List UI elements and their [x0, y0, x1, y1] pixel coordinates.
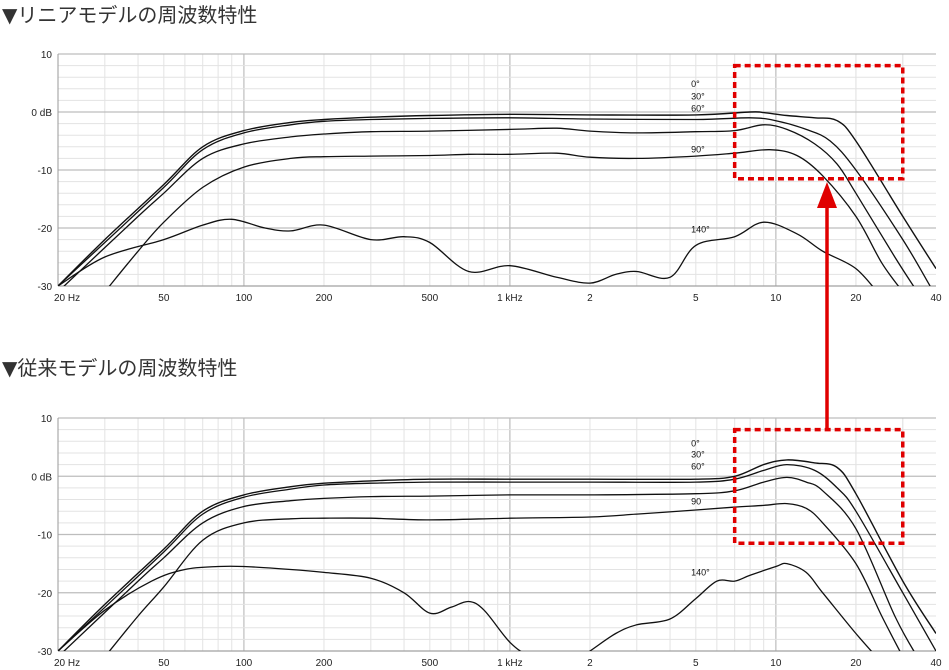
x-tick-label: 500	[421, 658, 438, 669]
x-tick-label: 100	[236, 658, 253, 669]
x-tick-label: 100	[236, 293, 253, 304]
series-label: 0°	[691, 79, 700, 89]
series-line-5	[58, 562, 873, 651]
series-line-1	[58, 459, 936, 651]
series-line-4	[108, 149, 900, 286]
series-label: 0°	[691, 439, 700, 449]
x-tick-label: 10	[770, 658, 782, 669]
series-label: 30°	[691, 450, 705, 460]
y-tick-label: 10	[41, 414, 53, 425]
series-line-4	[108, 502, 901, 651]
x-tick-label: 2	[587, 658, 593, 669]
x-tick-label: 200	[316, 658, 333, 669]
highlight-box	[732, 63, 905, 181]
y-tick-label: 0 dB	[31, 108, 52, 119]
bottom-chart-title: ▼従来モデルの周波数特性	[2, 356, 238, 380]
x-tick-label: 10	[770, 293, 782, 304]
top-chart-title: ▼リニアモデルの周波数特性	[2, 3, 258, 27]
series-line-1	[58, 111, 936, 286]
y-tick-label: 10	[41, 50, 53, 61]
x-tick-label: 40	[930, 293, 942, 304]
x-tick-label: 40	[930, 658, 942, 669]
x-tick-label: 20 Hz	[54, 293, 80, 304]
grid	[58, 53, 936, 287]
y-tick-label: 0 dB	[31, 472, 52, 483]
series-label: 140°	[691, 225, 710, 235]
y-tick-label: -20	[38, 224, 53, 235]
highlight-box	[732, 427, 905, 545]
y-tick-label: -10	[38, 166, 53, 177]
grid	[58, 417, 936, 652]
y-tick-label: -10	[38, 531, 53, 542]
series-label: 60°	[691, 461, 705, 471]
arrow-head	[817, 182, 837, 208]
y-tick-label: -20	[38, 589, 53, 600]
series-label: 90	[691, 496, 701, 506]
series-label: 90°	[691, 145, 705, 155]
series-line-2	[58, 117, 931, 286]
x-tick-label: 2	[587, 293, 593, 304]
series-line-3	[63, 476, 915, 651]
comparison-arrow	[817, 182, 837, 430]
x-tick-label: 500	[421, 293, 438, 304]
y-tick-label: -30	[38, 647, 53, 658]
x-tick-label: 1 kHz	[497, 658, 523, 669]
series-group	[58, 111, 936, 286]
series-label: 140°	[691, 567, 710, 577]
series-line-5	[58, 218, 874, 286]
series-group	[58, 459, 936, 651]
x-tick-label: 1 kHz	[497, 293, 523, 304]
y-tick-label: -30	[38, 282, 53, 293]
x-tick-label: 50	[158, 293, 170, 304]
x-tick-label: 5	[693, 658, 699, 669]
x-tick-label: 5	[693, 293, 699, 304]
series-label: 30°	[691, 91, 705, 101]
x-tick-label: 20	[850, 293, 862, 304]
series-line-2	[58, 463, 936, 651]
x-tick-label: 200	[316, 293, 333, 304]
x-tick-label: 20 Hz	[54, 658, 80, 669]
x-tick-label: 20	[850, 658, 862, 669]
series-label: 60°	[691, 104, 705, 114]
x-tick-label: 50	[158, 658, 170, 669]
series-line-3	[63, 124, 915, 286]
